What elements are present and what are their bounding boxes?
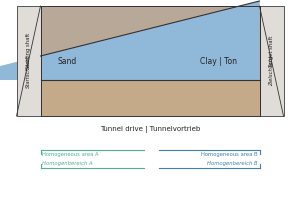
- Text: Startschacht: Startschacht: [26, 54, 31, 88]
- Text: Starting shaft: Starting shaft: [26, 33, 31, 69]
- Bar: [16, 6, 40, 116]
- Text: Target shaft: Target shaft: [269, 35, 274, 67]
- Text: Tunnel drive | Tunnelvortrieb: Tunnel drive | Tunnelvortrieb: [100, 126, 200, 133]
- Text: Homogenbereich B: Homogenbereich B: [207, 161, 258, 166]
- Text: Homogenbereich A: Homogenbereich A: [42, 161, 93, 166]
- Text: Homogeneous area B: Homogeneous area B: [201, 152, 258, 157]
- Text: Homogeneous area A: Homogeneous area A: [42, 152, 99, 157]
- Text: Sand: Sand: [57, 56, 76, 66]
- Text: Clay | Ton: Clay | Ton: [200, 56, 237, 66]
- Text: Zielschacht: Zielschacht: [269, 56, 274, 86]
- Bar: [260, 6, 284, 116]
